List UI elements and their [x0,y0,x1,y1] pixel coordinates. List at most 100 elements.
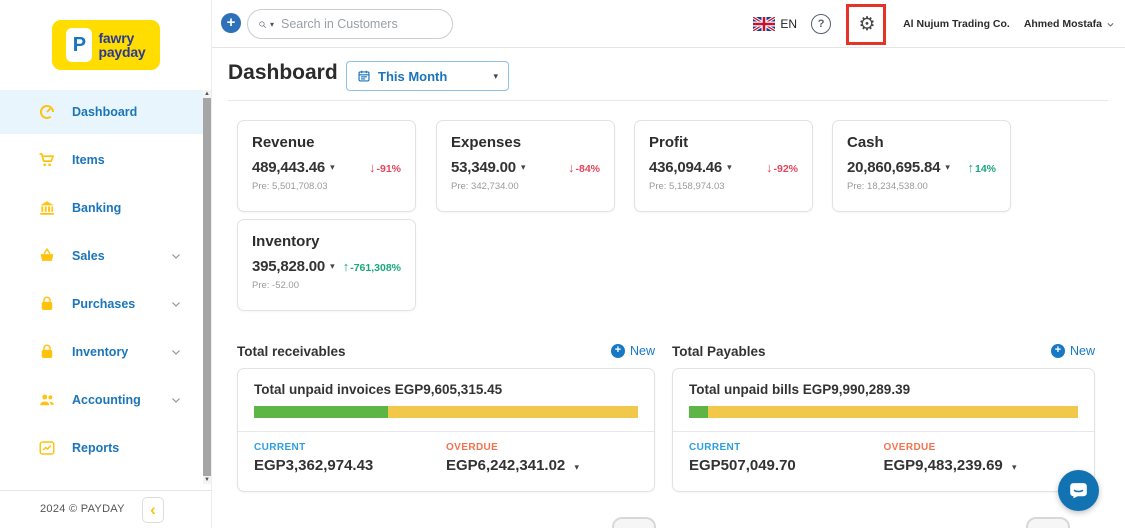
trend-down-icon: ↓ [765,160,773,175]
scrollbar-thumb[interactable] [203,98,211,476]
chevron-down-icon[interactable] [170,298,182,310]
caret-down-icon[interactable]: ▾ [727,162,732,172]
language-label: EN [780,17,798,31]
sidebar-item-label: Dashboard [72,105,138,119]
sidebar-item-dashboard[interactable]: Dashboard [0,90,204,134]
caret-down-icon[interactable]: ▾ [330,261,335,271]
chevron-down-icon[interactable] [170,394,182,406]
current-column: CURRENT EGP3,362,974.43 [254,442,446,474]
sidebar-item-items[interactable]: Items [0,138,204,182]
period-selector[interactable]: This Month ▾ [346,61,509,91]
page-title: Dashboard [228,61,338,84]
caret-down-icon[interactable]: ▾ [945,162,950,172]
divider [228,100,1108,101]
kpi-card-expenses: Expenses 53,349.00 ▾ ↓ -84% Pre: 342,734… [436,120,615,212]
user-menu[interactable]: Ahmed Mostafa [1024,18,1115,30]
users-icon [38,391,56,409]
sidebar-item-purchases[interactable]: Purchases [0,282,204,326]
sidebar-item-inventory[interactable]: Inventory [0,330,204,374]
receivables-progress-bar [254,406,638,418]
kpi-previous: Pre: 5,158,974.03 [649,181,725,192]
plus-icon: + [1050,344,1065,358]
scroll-up-icon[interactable]: ▲ [204,91,210,97]
logo-text-line2: payday [98,44,146,60]
calendar-icon [358,70,370,82]
chevron-down-icon[interactable] [170,250,182,262]
sidebar-item-accounting[interactable]: Accounting [0,378,204,422]
kpi-change: ↑ -761,308% [343,259,401,274]
logo-text-line1: fawry [98,30,135,46]
kpi-change-value: -91% [376,163,401,175]
new-payable-button[interactable]: + New [1050,344,1095,358]
chart-icon [38,439,56,457]
kpi-card-cash: Cash 20,860,695.84 ▾ ↑ 14% Pre: 18,234,5… [832,120,1011,212]
overdue-label: OVERDUE [446,442,499,453]
sidebar-collapse-button[interactable]: ‹ [142,497,164,523]
new-receivable-button[interactable]: + New [610,344,655,358]
kpi-card-profit: Profit 436,094.46 ▾ ↓ -92% Pre: 5,158,97… [634,120,813,212]
receivables-progress-current [254,406,389,418]
company-name: Al Nujum Trading Co. [903,18,1010,30]
section-title: Total Payables [672,343,766,359]
sidebar-footer: 2024 © PAYDAY ‹ [0,490,212,528]
kpi-previous: Pre: -52.00 [252,280,299,291]
user-name: Ahmed Mostafa [1023,18,1102,30]
kpi-title: Revenue [252,134,315,151]
global-search[interactable]: ▾ [247,9,453,39]
basket-icon [38,247,56,265]
kpi-title: Cash [847,134,884,151]
sidebar-item-banking[interactable]: Banking [0,186,204,230]
search-input[interactable] [281,17,442,31]
overdue-amount-value: EGP9,483,239.69 [883,457,1003,474]
new-label: New [629,344,655,358]
help-button[interactable]: ? [811,14,832,34]
uk-flag-icon [753,17,776,31]
search-scope-caret-icon[interactable]: ▾ [269,19,274,29]
caret-down-icon[interactable]: ▾ [330,162,335,172]
sidebar-item-reports[interactable]: Reports [0,426,204,470]
kpi-change-value: -761,308% [350,262,401,274]
kpi-previous: Pre: 5,501,708.03 [252,181,328,192]
sidebar-item-sales[interactable]: Sales [0,234,204,278]
current-amount: EGP3,362,974.43 [254,457,374,474]
caret-down-icon[interactable]: ▾ [1011,462,1017,472]
kpi-title: Expenses [451,134,522,151]
kpi-previous: Pre: 18,234,538.00 [847,181,928,192]
fawry-payday-logo[interactable]: P fawry payday [52,20,160,70]
overdue-amount-value: EGP6,242,341.02 [446,457,566,474]
sidebar-item-label: Reports [72,441,120,455]
sidebar-item-label: Purchases [72,297,136,311]
kpi-change: ↓ -91% [369,160,401,175]
kpi-value: 20,860,695.84 [847,159,941,176]
scroll-down-icon[interactable]: ▼ [204,477,210,483]
payables-breakdown: CURRENT EGP507,049.70 OVERDUE EGP9,483,2… [673,431,1094,474]
payables-card: Total unpaid bills EGP9,990,289.39 CURRE… [672,368,1095,492]
current-label: CURRENT [254,442,306,453]
bag-icon [38,295,56,313]
current-amount: EGP507,049.70 [689,457,796,474]
search-icon [259,20,266,28]
top-bar: + ▾ EN ? ⚙ [212,0,1125,48]
kpi-change-value: 14% [974,163,996,175]
partial-element [612,517,656,528]
sidebar-item-label: Inventory [72,345,129,359]
language-switcher[interactable]: EN [753,17,797,31]
trend-down-icon: ↓ [368,160,376,175]
sidebar-scrollbar[interactable]: ▲ ▼ [203,90,211,484]
caret-down-icon[interactable]: ▾ [520,162,526,172]
kpi-change: ↓ -92% [766,160,798,175]
kpi-previous: Pre: 342,734.00 [451,181,519,192]
gear-icon[interactable]: ⚙ [858,13,876,35]
overdue-amount: EGP9,483,239.69 ▾ [884,457,1079,474]
section-title: Total receivables [237,343,346,359]
bag-icon [38,343,56,361]
plus-icon: + [610,344,625,358]
gauge-icon [38,103,56,121]
payables-progress-bar [689,406,1078,418]
chat-support-button[interactable] [1058,470,1099,511]
chevron-down-icon[interactable] [170,346,182,358]
quick-add-button[interactable]: + [221,13,241,33]
unpaid-bills-total: Total unpaid bills EGP9,990,289.39 [689,382,911,397]
caret-down-icon[interactable]: ▾ [574,462,579,472]
